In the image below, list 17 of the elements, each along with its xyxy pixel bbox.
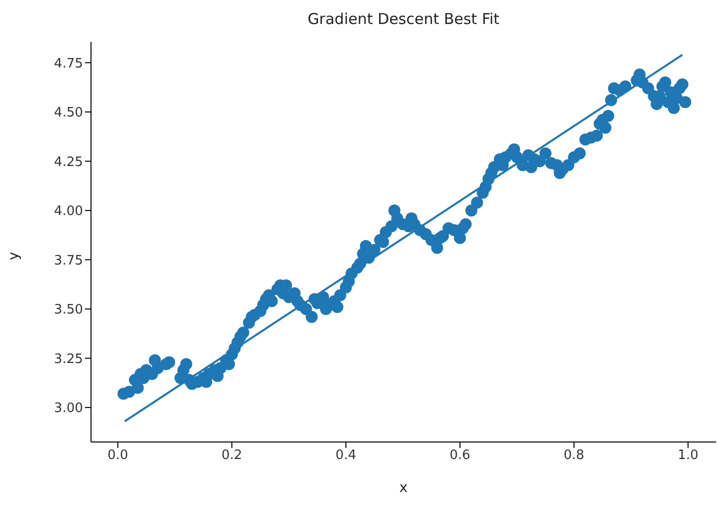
x-tick-label: 1.0	[678, 448, 698, 464]
x-tick-label: 0.2	[222, 448, 242, 464]
x-axis-title: x	[398, 480, 409, 496]
y-tick-label: 3.25	[54, 352, 83, 367]
y-axis-title: y	[6, 252, 22, 260]
y-tick-label: 4.25	[54, 154, 83, 170]
y-tick-label: 3.75	[54, 253, 83, 268]
x-tick-label: 0.6	[450, 448, 470, 464]
y-tick-label: 3.50	[54, 302, 83, 318]
chart-title: Gradient Descent Best Fit	[306, 10, 500, 28]
y-tick-label: 4.50	[54, 106, 83, 121]
x-tick-label: 0.0	[107, 448, 128, 464]
y-tick-label: 4.00	[54, 204, 83, 220]
y-tick-label: 4.75	[54, 56, 83, 72]
y-tick-label: 3.00	[54, 401, 83, 416]
x-tick-label: 0.4	[336, 448, 356, 464]
x-tick-label: 0.8	[564, 448, 584, 464]
